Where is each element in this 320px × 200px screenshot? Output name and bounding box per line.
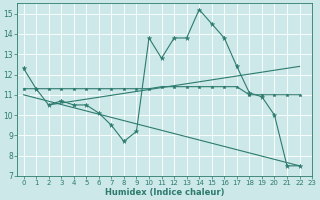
X-axis label: Humidex (Indice chaleur): Humidex (Indice chaleur) [105,188,224,197]
